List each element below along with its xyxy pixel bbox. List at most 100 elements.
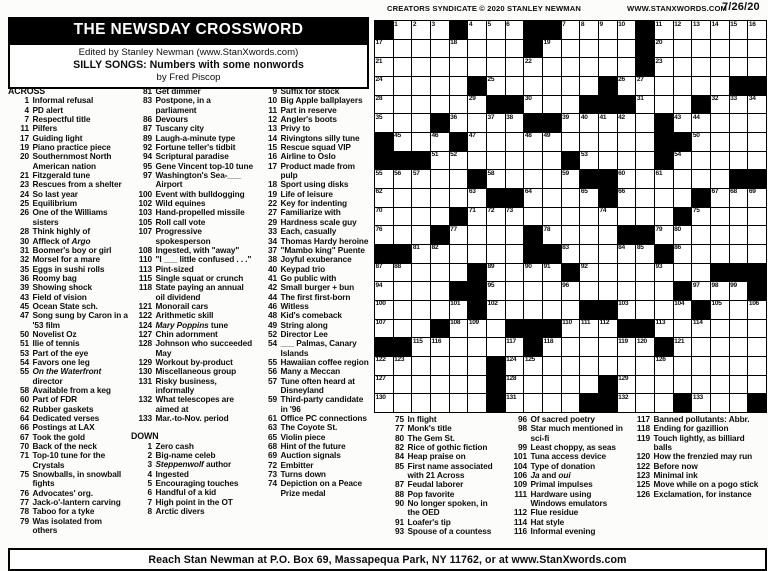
grid-cell — [636, 170, 654, 188]
grid-cell: 9 — [598, 21, 617, 39]
across-clue-100: 100 Event with bulldogging — [131, 188, 253, 199]
grid-cell-number: 130 — [375, 393, 386, 401]
grid-cell: 44 — [692, 114, 710, 132]
clue-text: Respectful title — [32, 114, 91, 125]
grid-cell-black — [654, 338, 673, 356]
clue-number: 120 — [636, 451, 650, 462]
grid-cell-number: 31 — [636, 95, 644, 103]
grid-cell — [412, 58, 430, 76]
grid-cell — [692, 375, 710, 394]
grid-cell-number: 11 — [655, 20, 662, 28]
down-clue-75: 75 In flight — [383, 414, 501, 424]
grid-cell — [449, 394, 468, 412]
grid-cell: 99 — [729, 282, 748, 300]
down-clue-59: 59 Third-party candidate in '96 — [256, 395, 371, 414]
grid-cell-black — [486, 188, 505, 207]
clue-text: Ocean State sch. — [32, 300, 98, 311]
clue-text: Mary Poppins tune — [155, 319, 229, 330]
clue-text: Affleck of Argo — [32, 235, 91, 246]
clue-number: 64 — [19, 413, 29, 424]
clue-number: 56 — [267, 366, 277, 377]
clue-text: Arithmetic skill — [155, 310, 214, 321]
grid-cell: 2 — [412, 21, 430, 39]
clue-number: 45 — [19, 300, 29, 311]
clue-number: 7 — [147, 496, 152, 507]
grid-cell — [412, 39, 430, 58]
grid-cell-number: 120 — [636, 337, 647, 345]
grid-cell — [654, 300, 673, 319]
down-clue-6: 6 Handful of a kid — [131, 488, 253, 498]
grid-cell-black — [636, 58, 654, 76]
grid-cell-black — [449, 21, 468, 39]
grid-cell — [617, 263, 636, 282]
across-clue-67: 67 Took the gold — [8, 432, 128, 442]
grid-cell: 22 — [524, 58, 542, 76]
grid-cell — [710, 132, 729, 151]
down-clue-7: 7 High point in the OT — [131, 496, 253, 507]
down-clue-12: 12 Angler's boots — [256, 114, 371, 124]
down-clue-82: 82 Rice of gothic fiction — [383, 442, 501, 452]
grid-cell-number: 39 — [562, 113, 569, 121]
grid-cell — [561, 300, 580, 319]
grid-cell — [561, 338, 580, 356]
across-clue-11: 11 Pilfers — [8, 124, 128, 134]
grid-cell-black — [375, 244, 393, 263]
grid-cell: 21 — [375, 58, 393, 76]
grid-cell-number: 76 — [375, 225, 383, 233]
grid-cell: 128 — [505, 375, 524, 394]
grid-cell-black — [468, 282, 486, 300]
grid-cell — [580, 207, 598, 226]
clue-text: Ingested, with "away" — [155, 244, 240, 255]
clue-number: 11 — [268, 104, 277, 115]
grid-cell — [449, 263, 468, 282]
grid-cell-number: 55 — [375, 169, 383, 177]
clue-number: 100 — [138, 188, 152, 199]
grid-cell: 56 — [393, 170, 412, 188]
grid-cell-black — [468, 170, 486, 188]
grid-cell-black — [729, 170, 748, 188]
grid-cell — [636, 151, 654, 170]
clue-number: 17 — [19, 132, 29, 143]
grid-cell — [580, 244, 598, 263]
grid-cell-black — [524, 114, 542, 132]
grid-cell — [542, 151, 561, 170]
down-clue-118: 118 Ending for gazillion — [629, 423, 763, 433]
clue-text: Part of the eye — [32, 347, 89, 358]
grid-cell: 132 — [617, 394, 636, 412]
grid-cell — [729, 151, 748, 170]
clue-text: Big-name celeb — [155, 450, 216, 461]
grid-cell: 108 — [449, 319, 468, 338]
grid-cell-number: 65 — [580, 188, 588, 196]
grid-cell-black — [393, 151, 412, 170]
grid-cell: 41 — [598, 114, 617, 132]
grid-cell — [542, 375, 561, 394]
clue-number: 114 — [513, 516, 527, 527]
grid-cell-number: 72 — [487, 207, 495, 215]
down-clue-80: 80 The Gem St. — [383, 433, 501, 443]
grid-cell: 106 — [748, 300, 766, 319]
grid-cell — [561, 356, 580, 375]
clue-number: 98 — [517, 423, 527, 434]
clue-text: Showing shock — [32, 282, 93, 293]
clue-number: 95 — [142, 160, 152, 171]
grid-cell — [468, 338, 486, 356]
grid-cell — [468, 151, 486, 170]
grid-cell-number: 59 — [562, 169, 569, 177]
down-clue-117: 117 Banned pollutants: Abbr. — [629, 414, 763, 424]
grid-cell — [580, 356, 598, 375]
clue-text: Jack-o'-lantern carving — [32, 497, 121, 508]
grid-cell — [636, 300, 654, 319]
grid-cell — [524, 282, 542, 300]
across-clue-58: 58 Available from a keg — [8, 385, 128, 395]
grid-cell — [393, 207, 412, 226]
grid-cell — [710, 76, 729, 95]
grid-cell-number: 18 — [450, 39, 457, 47]
grid-cell — [505, 263, 524, 282]
grid-cell: 10 — [617, 21, 636, 39]
clue-column: 81 Get dimmer 83 Postpone, in a parliament 8… — [131, 86, 253, 516]
across-clue-39: 39 Showing shock — [8, 282, 128, 293]
grid-cell — [748, 114, 766, 132]
grid-cell: 111 — [580, 319, 598, 338]
clue-text: Privy to — [280, 123, 311, 134]
grid-cell — [673, 263, 692, 282]
